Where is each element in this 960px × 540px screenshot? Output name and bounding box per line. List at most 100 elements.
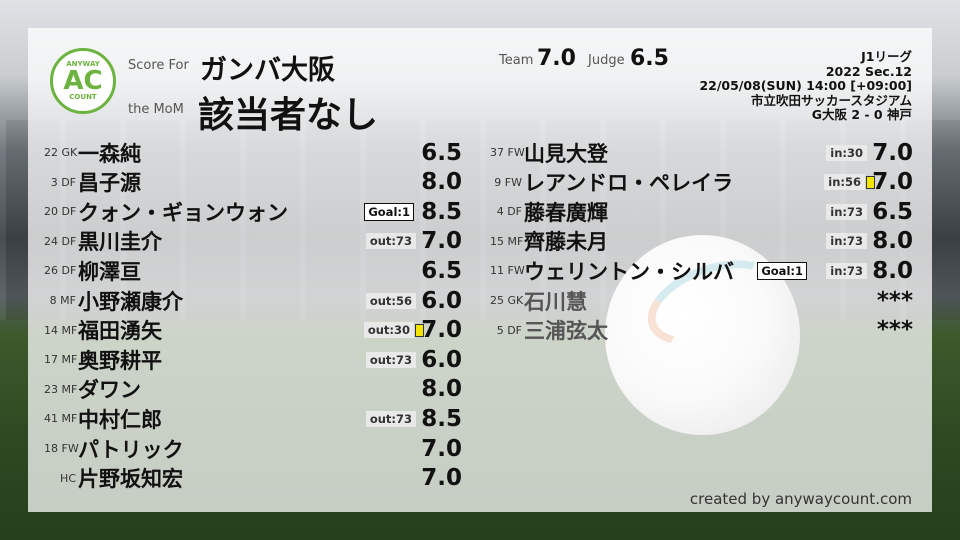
goal-badge: Goal:1 xyxy=(757,261,807,280)
player-name: 山見大登 xyxy=(524,141,608,166)
player-number-position: 4 DF xyxy=(496,205,522,219)
match-info: J1リーグ 2022 Sec.12 22/05/08(SUN) 14:00 [+… xyxy=(699,49,912,123)
team-name: ガンバ大阪 xyxy=(200,55,335,86)
team-score-label: Team xyxy=(499,53,534,68)
player-name: ウェリントン・シルバ xyxy=(524,259,734,284)
player-row: 4 DF 藤春廣輝 6.5 in:73 xyxy=(490,197,913,226)
player-name: 一森純 xyxy=(78,141,141,166)
anywaycount-logo: ANYWAY AC COUNT xyxy=(50,48,116,114)
score-for-label: Score For xyxy=(128,58,189,73)
player-score: 6.5 xyxy=(421,139,462,166)
yellow-card-icon xyxy=(415,323,424,337)
goal-badge: Goal:1 xyxy=(364,202,414,221)
player-score: 8.0 xyxy=(421,376,462,403)
player-name: 小野瀬康介 xyxy=(78,289,183,314)
player-name: 奥野耕平 xyxy=(78,348,162,373)
section: 2022 Sec.12 xyxy=(825,63,912,79)
player-name: 藤春廣輝 xyxy=(524,200,608,225)
player-score: 7.0 xyxy=(421,435,462,462)
player-row: 5 DF 三浦弦太 *** xyxy=(490,316,913,345)
judge-score-label: Judge xyxy=(588,53,625,68)
mom-label: the MoM xyxy=(128,102,184,117)
team-score: 7.0 xyxy=(537,46,576,71)
substitution-tag: in:73 xyxy=(826,203,867,220)
player-row: 25 GK 石川慧 *** xyxy=(490,286,913,315)
judge-score: 6.5 xyxy=(630,46,669,71)
player-score: 7.0 xyxy=(421,465,462,492)
player-number-position: 20 DF xyxy=(44,205,77,219)
player-name: 黒川圭介 xyxy=(78,230,162,255)
player-row: 14 MF 福田湧矢 7.0 out:30 xyxy=(44,316,462,345)
mom-name: 該当者なし xyxy=(198,95,379,136)
player-row: 22 GK 一森純 6.5 xyxy=(44,138,462,167)
substitution-tag: out:73 xyxy=(365,233,416,250)
player-row: 37 FW 山見大登 7.0 in:30 xyxy=(490,138,913,167)
player-number-position: 14 MF xyxy=(44,323,78,337)
player-number-position: 23 MF xyxy=(44,382,78,396)
player-score: 7.0 xyxy=(872,169,913,196)
player-score: 8.5 xyxy=(421,198,462,225)
logo-text: AC xyxy=(63,66,103,96)
player-number-position: 26 DF xyxy=(44,264,77,278)
player-row: 15 MF 齊藤未月 8.0 in:73 xyxy=(490,227,913,256)
logo-text-bottom: COUNT xyxy=(69,93,97,101)
player-score: 8.0 xyxy=(872,228,913,255)
player-row: 26 DF 柳澤亘 6.5 xyxy=(44,256,462,285)
player-name: 中村仁郎 xyxy=(78,407,162,432)
player-number-position: 9 FW xyxy=(494,175,522,189)
player-number-position: 3 DF xyxy=(50,175,76,189)
substitution-tag: in:56 xyxy=(824,174,865,191)
player-name: 柳澤亘 xyxy=(78,259,141,284)
player-score: 7.0 xyxy=(421,317,462,344)
substitution-tag: out:30 xyxy=(363,322,414,339)
player-number-position: 11 FW xyxy=(490,264,525,278)
player-score: 6.0 xyxy=(421,287,462,314)
player-score: *** xyxy=(876,287,913,314)
player-score: 7.0 xyxy=(872,139,913,166)
player-number-position: 8 MF xyxy=(49,294,76,307)
player-row: 8 MF 小野瀬康介 6.0 out:56 xyxy=(44,286,462,315)
player-name: 石川慧 xyxy=(524,289,587,314)
player-number-position: 15 MF xyxy=(490,234,524,248)
player-number-position: 37 FW xyxy=(490,146,525,159)
player-score: 8.0 xyxy=(872,257,913,284)
substitution-tag: in:30 xyxy=(826,144,867,161)
player-number-position: HC xyxy=(60,471,76,485)
player-name: 齊藤未月 xyxy=(524,230,608,255)
player-row: 41 MF 中村仁郎 8.5 out:73 xyxy=(44,404,462,433)
player-name: パトリック xyxy=(78,437,184,462)
player-score: *** xyxy=(876,317,913,344)
player-number-position: 18 FW xyxy=(44,442,79,455)
player-number-position: 41 MF xyxy=(44,412,78,426)
player-row: 24 DF 黒川圭介 7.0 out:73 xyxy=(44,227,462,256)
player-row: 20 DF クォン・ギョンウォン 8.5 Goal:1 xyxy=(44,197,462,226)
substitution-tag: out:73 xyxy=(365,351,416,368)
player-score: 6.0 xyxy=(421,346,462,373)
player-score: 8.5 xyxy=(421,405,462,432)
player-number-position: 17 MF xyxy=(44,353,78,367)
player-score: 7.0 xyxy=(421,228,462,255)
player-number-position: 5 DF xyxy=(496,323,522,337)
substitution-tag: in:73 xyxy=(826,233,867,250)
player-name: 片野坂知宏 xyxy=(78,467,183,492)
player-row: 18 FW パトリック 7.0 xyxy=(44,434,462,463)
league: J1リーグ xyxy=(861,49,912,64)
player-name: 昌子源 xyxy=(78,171,141,196)
player-row: 3 DF 昌子源 8.0 xyxy=(44,168,462,197)
player-score: 8.0 xyxy=(421,169,462,196)
substitution-tag: out:56 xyxy=(365,292,416,309)
substitution-tag: in:73 xyxy=(826,262,867,279)
player-name: クォン・ギョンウォン xyxy=(78,200,288,225)
player-name: 三浦弦太 xyxy=(524,319,608,344)
player-name: レアンドロ・ペレイラ xyxy=(524,171,734,196)
player-number-position: 24 DF xyxy=(44,234,77,248)
substitution-tag: out:73 xyxy=(365,410,416,427)
logo-text-top: ANYWAY xyxy=(66,60,100,68)
venue: 市立吹田サッカースタジアム xyxy=(750,92,912,108)
player-row: 9 FW レアンドロ・ペレイラ 7.0 in:56 xyxy=(490,168,913,197)
player-row: 17 MF 奥野耕平 6.0 out:73 xyxy=(44,345,462,374)
datetime: 22/05/08(SUN) 14:00 [+09:00] xyxy=(699,78,912,93)
player-score: 6.5 xyxy=(872,198,913,225)
result: G大阪 2 - 0 神戸 xyxy=(811,107,912,122)
player-score: 6.5 xyxy=(421,257,462,284)
